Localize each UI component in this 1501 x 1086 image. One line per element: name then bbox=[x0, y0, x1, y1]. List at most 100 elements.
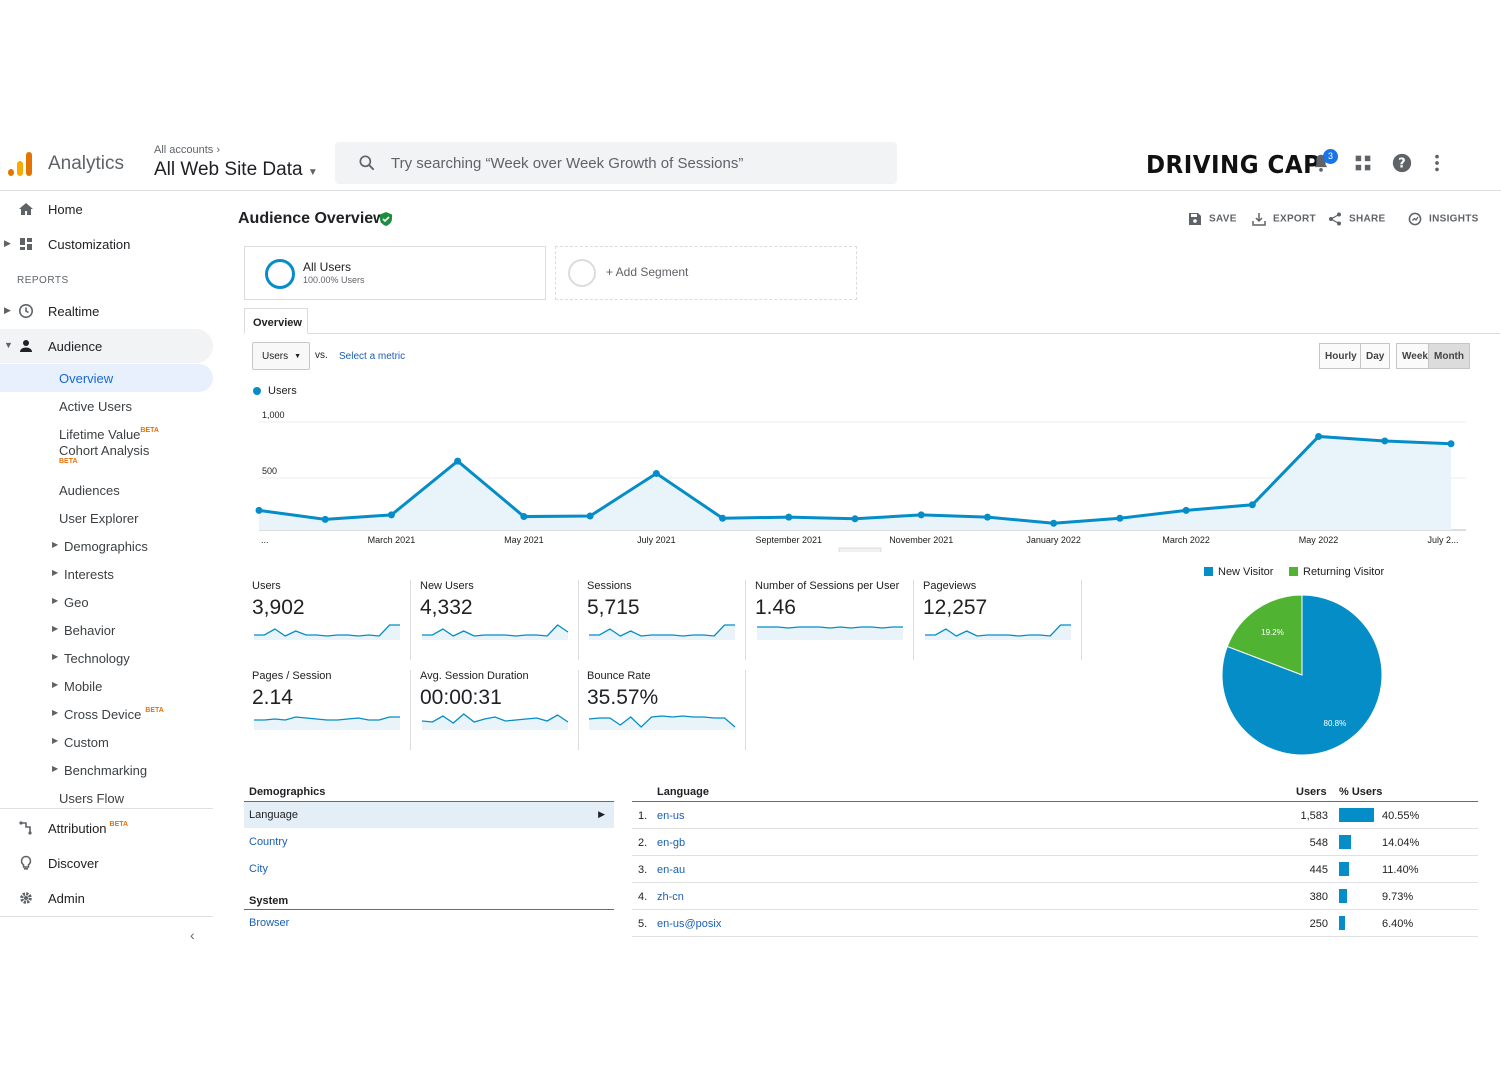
language-link[interactable]: en-gb bbox=[657, 837, 686, 849]
kpi-scorecard[interactable]: Pageviews 12,257 bbox=[917, 580, 1077, 660]
segment-all-users[interactable]: All Users 100.00% Users bbox=[244, 246, 546, 300]
chart-resize-handle[interactable] bbox=[838, 547, 882, 552]
kpi-separator bbox=[745, 580, 746, 660]
sidebar-subitem-label: Audiences bbox=[59, 483, 120, 498]
kpi-scorecard[interactable]: Sessions 5,715 bbox=[581, 580, 741, 660]
save-button[interactable]: SAVE bbox=[1188, 212, 1237, 226]
kpi-value: 35.57% bbox=[587, 686, 659, 709]
sidebar-subitem-behavior[interactable]: ▶ Behavior bbox=[0, 616, 213, 644]
sidebar-subitem-custom[interactable]: ▶ Custom bbox=[0, 728, 213, 756]
data-point[interactable] bbox=[387, 511, 395, 519]
kpi-scorecard[interactable]: Users 3,902 bbox=[246, 580, 406, 660]
sidebar-item-discover[interactable]: Discover bbox=[0, 846, 213, 880]
data-point[interactable] bbox=[1381, 437, 1389, 445]
kpi-scorecard[interactable]: Pages / Session 2.14 bbox=[246, 670, 406, 750]
more-vert-icon[interactable] bbox=[1426, 152, 1448, 174]
data-point[interactable] bbox=[652, 469, 660, 477]
collapse-sidebar-chevron-icon[interactable]: ‹ bbox=[190, 927, 195, 943]
data-point[interactable] bbox=[983, 513, 991, 521]
sidebar-subitem-demographics[interactable]: ▶ Demographics bbox=[0, 532, 213, 560]
table-header-pct-users[interactable]: % Users bbox=[1339, 786, 1383, 798]
pie-slice[interactable] bbox=[1221, 594, 1383, 756]
analytics-app: Analytics All accounts › All Web Site Da… bbox=[0, 136, 1501, 948]
account-breadcrumb[interactable]: All accounts › bbox=[154, 144, 220, 156]
kpi-scorecard[interactable]: Bounce Rate 35.57% bbox=[581, 670, 741, 750]
insights-button[interactable]: INSIGHTS bbox=[1408, 212, 1479, 226]
data-point[interactable] bbox=[520, 513, 528, 521]
sidebar-subitem-label: Lifetime Value bbox=[59, 427, 141, 442]
sidebar-subitem-label: Behavior bbox=[64, 623, 116, 638]
users-value: 445 bbox=[1309, 864, 1328, 876]
sidebar-subitem-lifetime-value[interactable]: Lifetime ValueBETA bbox=[0, 420, 213, 448]
demographics-item-country[interactable]: Country bbox=[249, 836, 288, 848]
data-point[interactable] bbox=[785, 513, 793, 521]
granularity-month-button[interactable]: Month bbox=[1428, 343, 1470, 369]
data-point[interactable] bbox=[1182, 506, 1190, 514]
select-metric-link[interactable]: Select a metric bbox=[339, 351, 406, 362]
granularity-hourly-button[interactable]: Hourly bbox=[1319, 343, 1363, 369]
kpi-name: Number of Sessions per User bbox=[755, 580, 900, 592]
sidebar-subitem-cross-device[interactable]: ▶ Cross Device BETA bbox=[0, 700, 213, 728]
demographics-item-city[interactable]: City bbox=[249, 863, 268, 875]
sidebar-item-attribution[interactable]: Attribution BETA bbox=[0, 811, 213, 845]
sidebar-subitem-benchmarking[interactable]: ▶ Benchmarking bbox=[0, 756, 213, 784]
demographics-item-language[interactable]: Language ▶ bbox=[244, 802, 614, 828]
kpi-scorecard[interactable]: Number of Sessions per User 1.46 bbox=[749, 580, 909, 660]
data-point[interactable] bbox=[586, 512, 594, 520]
analytics-logo-icon[interactable] bbox=[8, 150, 34, 176]
sidebar-subitem-interests[interactable]: ▶ Interests bbox=[0, 560, 213, 588]
export-button[interactable]: EXPORT bbox=[1252, 212, 1316, 226]
granularity-day-button[interactable]: Day bbox=[1360, 343, 1391, 369]
language-link[interactable]: zh-cn bbox=[657, 891, 684, 903]
sidebar-item-realtime[interactable]: ▶ Realtime bbox=[0, 294, 213, 328]
empty-segment-circle bbox=[568, 259, 596, 287]
sidebar-divider bbox=[0, 808, 213, 809]
beta-badge: BETA bbox=[145, 707, 164, 714]
property-selector[interactable]: All Web Site Data ▼ bbox=[154, 159, 318, 181]
data-point[interactable] bbox=[454, 457, 462, 465]
data-point[interactable] bbox=[1248, 501, 1256, 509]
apps-grid-icon[interactable] bbox=[1352, 152, 1374, 174]
data-point[interactable] bbox=[321, 515, 329, 523]
language-link[interactable]: en-au bbox=[657, 864, 686, 876]
kpi-scorecard[interactable]: Avg. Session Duration 00:00:31 bbox=[414, 670, 574, 750]
sidebar-subitem-users-flow[interactable]: Users Flow bbox=[0, 784, 213, 812]
share-button[interactable]: SHARE bbox=[1328, 212, 1386, 226]
sidebar-subitem-overview[interactable]: Overview bbox=[0, 364, 213, 392]
sidebar-subitem-active-users[interactable]: Active Users bbox=[0, 392, 213, 420]
sidebar-subitem-geo[interactable]: ▶ Geo bbox=[0, 588, 213, 616]
pie-slice[interactable] bbox=[1226, 594, 1303, 676]
data-point[interactable] bbox=[851, 515, 859, 523]
expand-caret-icon: ▶ bbox=[52, 652, 59, 661]
sidebar-subitem-technology[interactable]: ▶ Technology bbox=[0, 644, 213, 672]
data-point[interactable] bbox=[1116, 514, 1124, 522]
data-point[interactable] bbox=[1050, 519, 1058, 527]
sidebar-item-admin[interactable]: Admin bbox=[0, 881, 213, 915]
data-point[interactable] bbox=[917, 511, 925, 519]
help-icon[interactable]: ? bbox=[1391, 152, 1413, 174]
system-item-browser[interactable]: Browser bbox=[249, 917, 290, 929]
kpi-scorecard[interactable]: New Users 4,332 bbox=[414, 580, 574, 660]
data-point[interactable] bbox=[255, 506, 263, 514]
pct-users-bar bbox=[1339, 862, 1349, 876]
sidebar-item-audience[interactable]: ▼ Audience bbox=[0, 329, 213, 363]
sidebar-subitem-mobile[interactable]: ▶ Mobile bbox=[0, 672, 213, 700]
language-link[interactable]: en-us@posix bbox=[657, 918, 722, 930]
tab-overview[interactable]: Overview bbox=[244, 308, 308, 334]
language-link[interactable]: en-us bbox=[657, 810, 685, 822]
search-bar[interactable]: Try searching “Week over Week Growth of … bbox=[335, 142, 897, 184]
sidebar-subitem-audiences[interactable]: Audiences bbox=[0, 476, 213, 504]
sidebar-subitem-cohort-analysis[interactable]: Cohort Analysis BETA bbox=[0, 443, 213, 477]
sidebar-item-home[interactable]: Home bbox=[0, 192, 213, 226]
sidebar-item-customization[interactable]: ▶ Customization bbox=[0, 227, 213, 261]
kpi-separator bbox=[745, 670, 746, 750]
metric-select-dropdown[interactable]: Users ▼ bbox=[252, 342, 310, 370]
sidebar-subitem-user-explorer[interactable]: User Explorer bbox=[0, 504, 213, 532]
data-point[interactable] bbox=[1447, 440, 1455, 448]
data-point[interactable] bbox=[719, 514, 727, 522]
sidebar-item-label: Admin bbox=[48, 891, 85, 906]
table-header-users[interactable]: Users bbox=[1296, 786, 1327, 798]
add-segment-button[interactable]: + Add Segment bbox=[555, 246, 857, 300]
table-header-language[interactable]: Language bbox=[657, 786, 709, 798]
data-point[interactable] bbox=[1315, 432, 1323, 440]
